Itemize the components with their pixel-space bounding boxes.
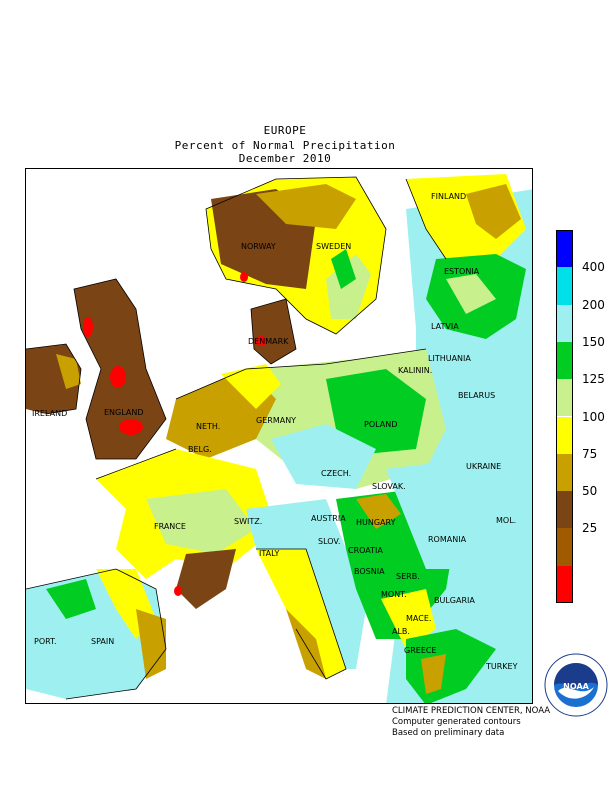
- country-label: SERB.: [396, 572, 420, 581]
- country-label: IRELAND: [32, 409, 67, 418]
- map-title: Percent of Normal Precipitation: [174, 139, 396, 152]
- country-label: AUSTRIA: [311, 514, 346, 523]
- country-label: NETH.: [196, 422, 220, 431]
- noaa-logo: NOAA: [544, 653, 608, 721]
- noaa-logo-text: NOAA: [563, 682, 589, 691]
- country-label: SLOV.: [318, 537, 340, 546]
- country-label: KALININ.: [398, 366, 432, 375]
- country-label: BELARUS: [458, 391, 495, 400]
- country-label: ESTONIA: [444, 267, 480, 276]
- country-label: PORT.: [34, 637, 57, 646]
- country-label: SWEDEN: [316, 242, 351, 251]
- country-label: BOSNIA: [354, 567, 385, 576]
- legend-tick-label: 200: [582, 297, 605, 312]
- country-label: FINLAND: [431, 192, 466, 201]
- country-labels: FINLAND NORWAY SWEDEN ESTONIA LATVIA DEN…: [32, 192, 518, 671]
- country-label: GREECE: [404, 646, 437, 655]
- country-label: CROATIA: [348, 546, 383, 555]
- land-denmark: [251, 299, 296, 364]
- legend-frame: [556, 230, 573, 603]
- country-label: HUNGARY: [356, 518, 396, 527]
- land-romania: [386, 459, 496, 569]
- legend-tick-label: 50: [582, 484, 598, 499]
- credit-line: Computer generated contours: [392, 717, 521, 727]
- country-label: SPAIN: [91, 637, 114, 646]
- country-label: DENMARK: [248, 337, 289, 346]
- precipitation-map: FINLAND NORWAY SWEDEN ESTONIA LATVIA DEN…: [25, 168, 533, 704]
- country-label: MACE.: [406, 614, 431, 623]
- country-label: BELG.: [188, 445, 212, 454]
- legend-tick-label: 125: [582, 372, 605, 387]
- legend-tick-label: 75: [582, 446, 598, 461]
- legend-tick-label: 25: [582, 521, 598, 536]
- country-label: ROMANIA: [428, 535, 467, 544]
- country-label: CZECH.: [321, 469, 351, 478]
- country-label: TURKEY: [485, 662, 518, 671]
- country-label: NORWAY: [241, 242, 276, 251]
- country-label: SWITZ.: [234, 517, 262, 526]
- country-label: ITALY: [259, 549, 279, 558]
- country-label: FRANCE: [154, 522, 186, 531]
- country-label: SLOVAK.: [372, 482, 406, 491]
- country-label: UKRAINE: [466, 462, 501, 471]
- country-label: MOL.: [496, 516, 516, 525]
- country-label: LATVIA: [431, 322, 459, 331]
- country-label: ALB.: [392, 627, 410, 636]
- legend-tick-label: 150: [582, 334, 605, 349]
- country-label: LITHUANIA: [428, 354, 471, 363]
- country-label: ENGLAND: [104, 408, 144, 417]
- map-period: December 2010: [238, 152, 332, 165]
- country-label: MONT.: [381, 590, 407, 599]
- country-label: BULGARIA: [434, 596, 475, 605]
- legend-tick-label: 100: [582, 409, 605, 424]
- legend-tick-label: 400: [582, 260, 605, 275]
- country-label: POLAND: [364, 420, 397, 429]
- credit-line: Based on preliminary data: [392, 728, 505, 738]
- country-label: GERMANY: [256, 416, 296, 425]
- credit-line: CLIMATE PREDICTION CENTER, NOAA: [392, 706, 551, 716]
- map-region-title: EUROPE: [263, 124, 307, 137]
- credits: CLIMATE PREDICTION CENTER, NOAA Computer…: [392, 706, 550, 739]
